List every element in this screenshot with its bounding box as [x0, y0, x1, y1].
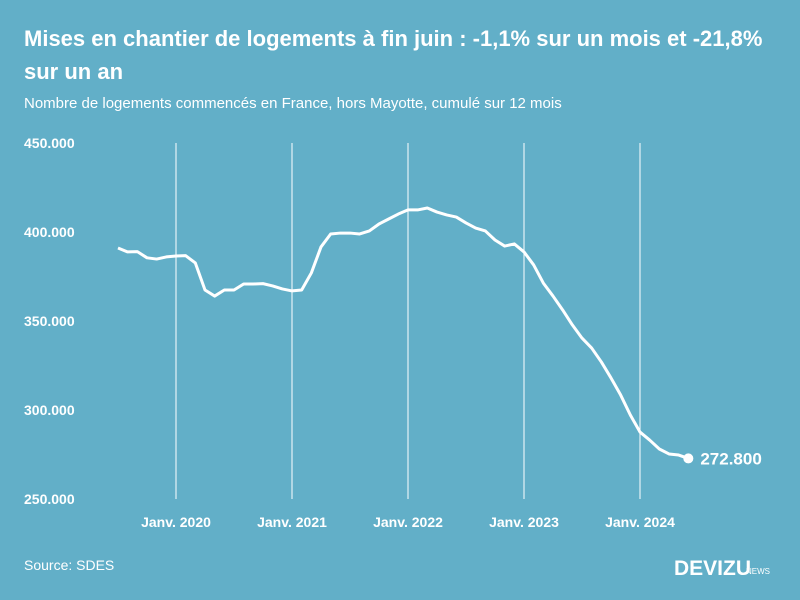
- y-tick-label: 450.000: [24, 135, 75, 151]
- brand-suffix: NEWS: [746, 567, 770, 576]
- end-point: [683, 453, 694, 464]
- value-label: 272.800: [700, 449, 761, 468]
- title-box: Mises en chantier de logements à fin jui…: [24, 26, 763, 84]
- chart-title: Mises en chantier de logements à fin jui…: [24, 26, 763, 84]
- x-tick-label: Janv. 2022: [373, 514, 443, 530]
- line: [117, 206, 689, 460]
- x-tick-label: Janv. 2024: [605, 514, 675, 530]
- y-tick-label: 350.000: [24, 313, 75, 329]
- brand: DEVIZU: [674, 557, 751, 580]
- chart-subtitle: Nombre de logements commencés en France,…: [24, 95, 562, 112]
- y-tick-label: 400.000: [24, 224, 75, 240]
- x-tick-label: Janv. 2021: [257, 514, 327, 530]
- y-tick-label: 250.000: [24, 491, 75, 507]
- x-tick-label: Janv. 2020: [141, 514, 211, 530]
- x-tick-label: Janv. 2023: [489, 514, 559, 530]
- source: Source: SDES: [24, 557, 114, 573]
- y-tick-label: 300.000: [24, 402, 75, 418]
